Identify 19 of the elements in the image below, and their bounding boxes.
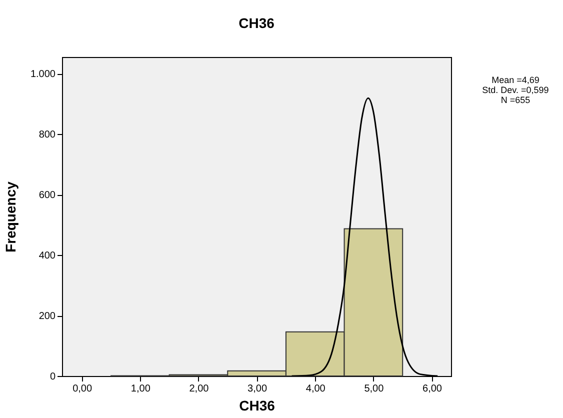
- y-tick-label: 400: [38, 250, 56, 262]
- x-tick-label: 4,00: [306, 384, 326, 394]
- x-tick-label: 6,00: [422, 384, 442, 394]
- y-axis-title: Frequency: [2, 181, 18, 252]
- x-axis-title: CH36: [239, 398, 276, 414]
- y-tick-label: 800: [38, 130, 56, 141]
- y-tick-label: 200: [38, 311, 56, 322]
- x-tick-label: 0,00: [72, 384, 92, 394]
- x-tick-label: 5,00: [364, 384, 384, 394]
- text: Std. Dev. =0,599: [481, 85, 550, 95]
- y-tick-label: 1.000: [30, 69, 56, 80]
- x-tick-label: 1,00: [130, 384, 151, 394]
- x-tick-label: 3,00: [248, 384, 268, 394]
- text: Mean =4,69: [490, 75, 540, 85]
- x-tick-label: 2,00: [189, 384, 210, 394]
- chart-title: CH36: [238, 15, 275, 31]
- y-tick-label: 600: [38, 190, 56, 202]
- text: N =655: [500, 95, 532, 105]
- y-tick-label: 0: [50, 372, 56, 382]
